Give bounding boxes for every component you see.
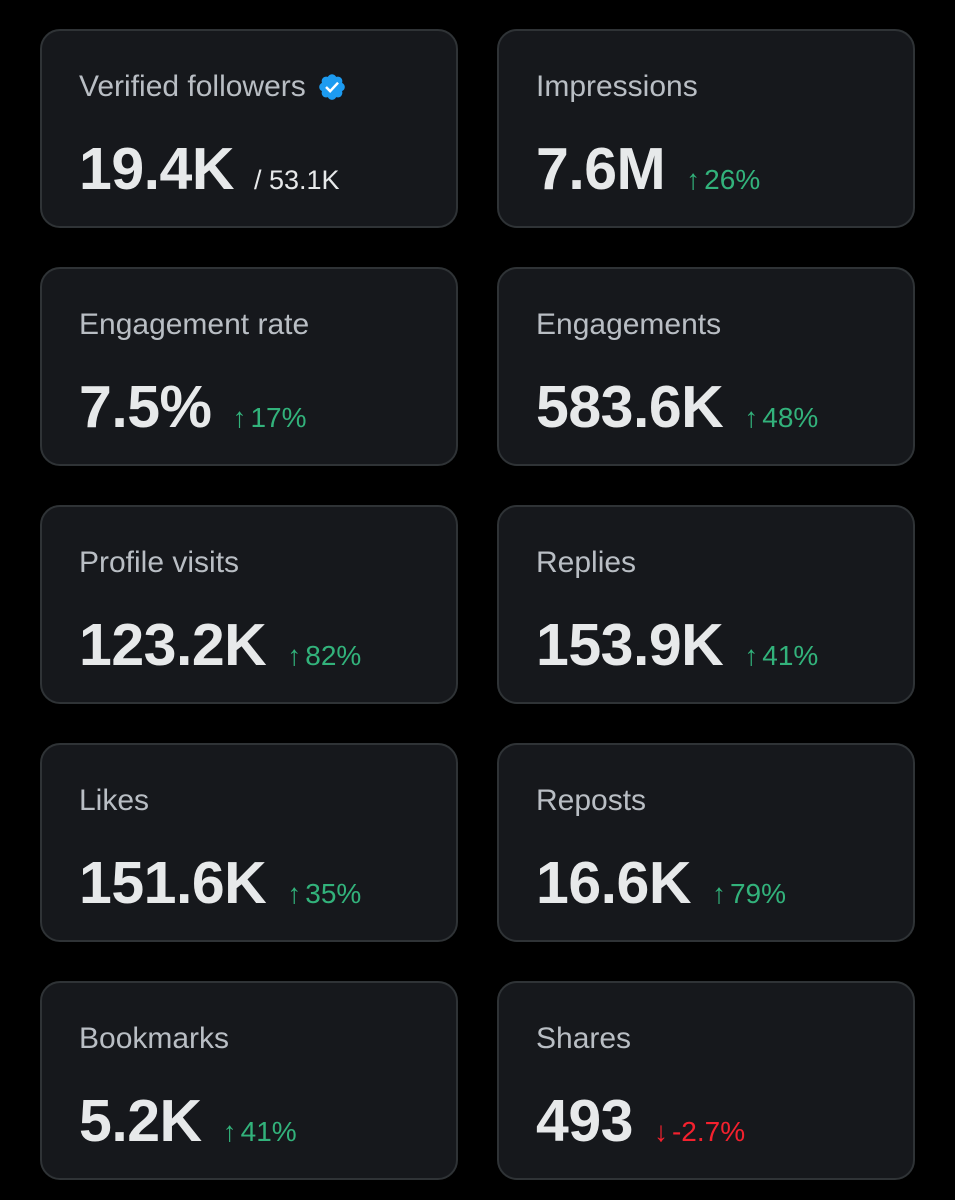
metric-change-value: 35%	[305, 878, 362, 909]
metric-label: Shares	[536, 1022, 632, 1055]
arrow-up-icon: ↑	[711, 878, 726, 909]
metric-label-text: Verified followers	[79, 70, 306, 103]
metric-card-engagements[interactable]: Engagements 583.6K ↑ 48%	[497, 267, 915, 466]
metric-value: 493	[536, 1088, 633, 1154]
arrow-up-icon: ↑	[287, 640, 302, 671]
metric-label: Impressions	[536, 70, 698, 103]
metric-value-line: 5.2K ↑ 41%	[79, 1089, 297, 1153]
metric-value: 19.4K	[79, 136, 234, 202]
arrow-up-icon: ↑	[744, 640, 759, 671]
metric-change-value: 17%	[250, 402, 307, 433]
metric-change-value: 26%	[704, 164, 761, 195]
metric-value-line: 583.6K ↑ 48%	[536, 375, 818, 439]
metric-change-value: 82%	[305, 640, 362, 671]
metric-change: ↑ 41%	[223, 1116, 297, 1148]
metric-value: 7.5%	[79, 374, 212, 440]
metric-value-line: 493 ↓ -2.7%	[536, 1089, 745, 1153]
metric-change: ↑ 48%	[744, 402, 818, 434]
metric-value: 123.2K	[79, 612, 267, 678]
metric-value-line: 16.6K ↑ 79%	[536, 851, 786, 915]
metric-label: Verified followers	[79, 69, 347, 105]
metric-card-shares[interactable]: Shares 493 ↓ -2.7%	[497, 981, 915, 1180]
metric-change-value: 41%	[762, 640, 819, 671]
metric-value-line: 7.6M ↑ 26%	[536, 137, 760, 201]
arrow-down-icon: ↓	[653, 1116, 668, 1147]
arrow-up-icon: ↑	[744, 402, 759, 433]
metric-change: ↑ 17%	[232, 402, 306, 434]
metric-value-line: 151.6K ↑ 35%	[79, 851, 361, 915]
metric-label: Profile visits	[79, 546, 240, 579]
metric-card-likes[interactable]: Likes 151.6K ↑ 35%	[40, 743, 458, 942]
metric-change-value: 41%	[240, 1116, 297, 1147]
metric-change: ↓ -2.7%	[654, 1116, 745, 1148]
metric-label: Engagement rate	[79, 308, 310, 341]
metric-label: Replies	[536, 546, 637, 579]
metric-card-replies[interactable]: Replies 153.9K ↑ 41%	[497, 505, 915, 704]
metric-change: ↑ 82%	[287, 640, 361, 672]
metric-label: Engagements	[536, 308, 722, 341]
metric-card-profile-visits[interactable]: Profile visits 123.2K ↑ 82%	[40, 505, 458, 704]
metric-card-engagement-rate[interactable]: Engagement rate 7.5% ↑ 17%	[40, 267, 458, 466]
metric-value-line: 19.4K / 53.1K	[79, 137, 340, 201]
metric-value: 151.6K	[79, 850, 267, 916]
metric-total: / 53.1K	[253, 165, 340, 195]
metric-change-value: -2.7%	[671, 1116, 746, 1147]
metric-value-line: 123.2K ↑ 82%	[79, 613, 361, 677]
metric-value: 16.6K	[536, 850, 691, 916]
metric-change: ↑ 26%	[686, 164, 760, 196]
metric-change: ↑ 79%	[712, 878, 786, 910]
arrow-up-icon: ↑	[232, 402, 247, 433]
metric-value: 153.9K	[536, 612, 724, 678]
metric-change: ↑ 41%	[744, 640, 818, 672]
metric-value: 7.6M	[536, 136, 666, 202]
arrow-up-icon: ↑	[686, 164, 701, 195]
arrow-up-icon: ↑	[222, 1116, 237, 1147]
metric-card-bookmarks[interactable]: Bookmarks 5.2K ↑ 41%	[40, 981, 458, 1180]
metric-label: Likes	[79, 784, 150, 817]
metric-card-reposts[interactable]: Reposts 16.6K ↑ 79%	[497, 743, 915, 942]
arrow-up-icon: ↑	[287, 878, 302, 909]
metric-value: 5.2K	[79, 1088, 202, 1154]
metric-card-verified-followers[interactable]: Verified followers 19.4K / 53.1K	[40, 29, 458, 228]
metric-value-line: 7.5% ↑ 17%	[79, 375, 307, 439]
metric-label: Reposts	[536, 784, 647, 817]
verified-badge-icon	[318, 74, 345, 100]
metric-change: ↑ 35%	[287, 878, 361, 910]
metric-change-value: 48%	[762, 402, 819, 433]
metric-value: 583.6K	[536, 374, 724, 440]
metric-change-value: 79%	[729, 878, 786, 909]
metric-label: Bookmarks	[79, 1022, 230, 1055]
metric-card-impressions[interactable]: Impressions 7.6M ↑ 26%	[497, 29, 915, 228]
metric-value-line: 153.9K ↑ 41%	[536, 613, 818, 677]
